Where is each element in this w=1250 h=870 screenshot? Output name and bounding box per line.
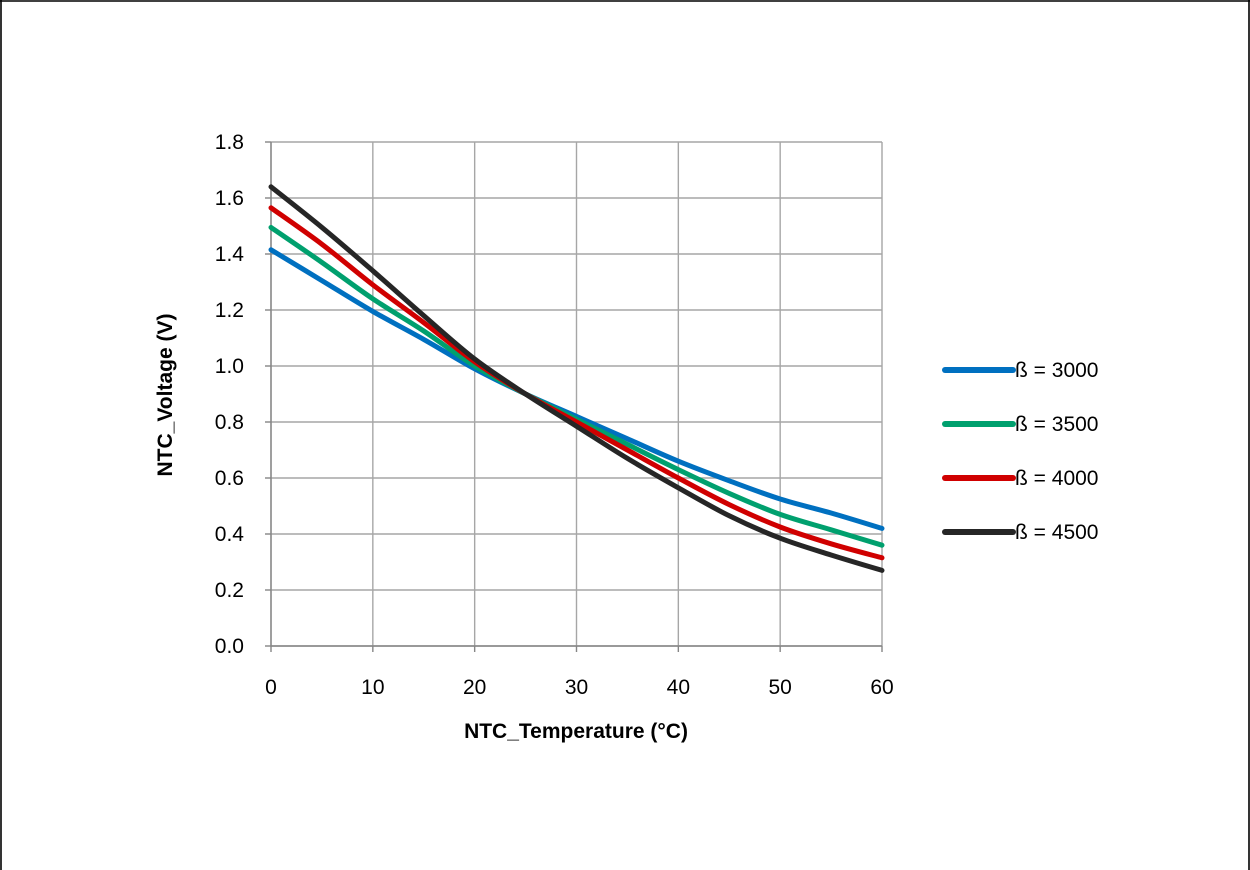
legend-label-1: ß = 3500 — [1015, 413, 1098, 436]
y-tick-label-3: 0.6 — [215, 467, 244, 490]
y-axis-title: NTC_Voltage (V) — [154, 314, 177, 477]
x-tick-label-4: 40 — [667, 676, 690, 699]
y-tick-label-1: 0.2 — [215, 579, 244, 602]
x-tick-label-1: 10 — [361, 676, 384, 699]
x-tick-label-0: 0 — [265, 676, 277, 699]
legend-label-3: ß = 4500 — [1015, 521, 1098, 544]
series-line-0 — [268, 247, 885, 531]
y-tick-label-4: 0.8 — [215, 411, 244, 434]
x-axis-title: NTC_Temperature (°C) — [464, 720, 688, 743]
legend: ß = 3000 ß = 3500 ß = 4000 ß = 4500 — [942, 359, 1098, 544]
y-tick-label-0: 0.0 — [215, 635, 244, 658]
x-tick-label-6: 60 — [870, 676, 893, 699]
series-lines — [268, 184, 885, 573]
y-tick-label-2: 0.4 — [215, 523, 245, 546]
y-tick-label-6: 1.2 — [215, 299, 244, 322]
x-tick-label-2: 20 — [463, 676, 486, 699]
axes — [265, 141, 883, 652]
legend-label-2: ß = 4000 — [1015, 467, 1098, 490]
x-tick-label-3: 30 — [565, 676, 588, 699]
series-line-2 — [268, 205, 885, 561]
y-tick-labels: 0.0 0.2 0.4 0.6 0.8 1.0 1.2 1.4 1.6 1.8 — [215, 131, 245, 658]
series-line-3 — [268, 184, 885, 573]
y-tick-label-7: 1.4 — [215, 243, 245, 266]
x-tick-label-5: 50 — [768, 676, 791, 699]
y-tick-label-5: 1.0 — [215, 355, 244, 378]
x-tick-labels: 0 10 20 30 40 50 60 — [265, 676, 894, 699]
y-tick-label-8: 1.6 — [215, 187, 244, 210]
grid — [270, 141, 883, 647]
y-tick-label-9: 1.8 — [215, 131, 244, 154]
legend-label-0: ß = 3000 — [1015, 359, 1098, 382]
